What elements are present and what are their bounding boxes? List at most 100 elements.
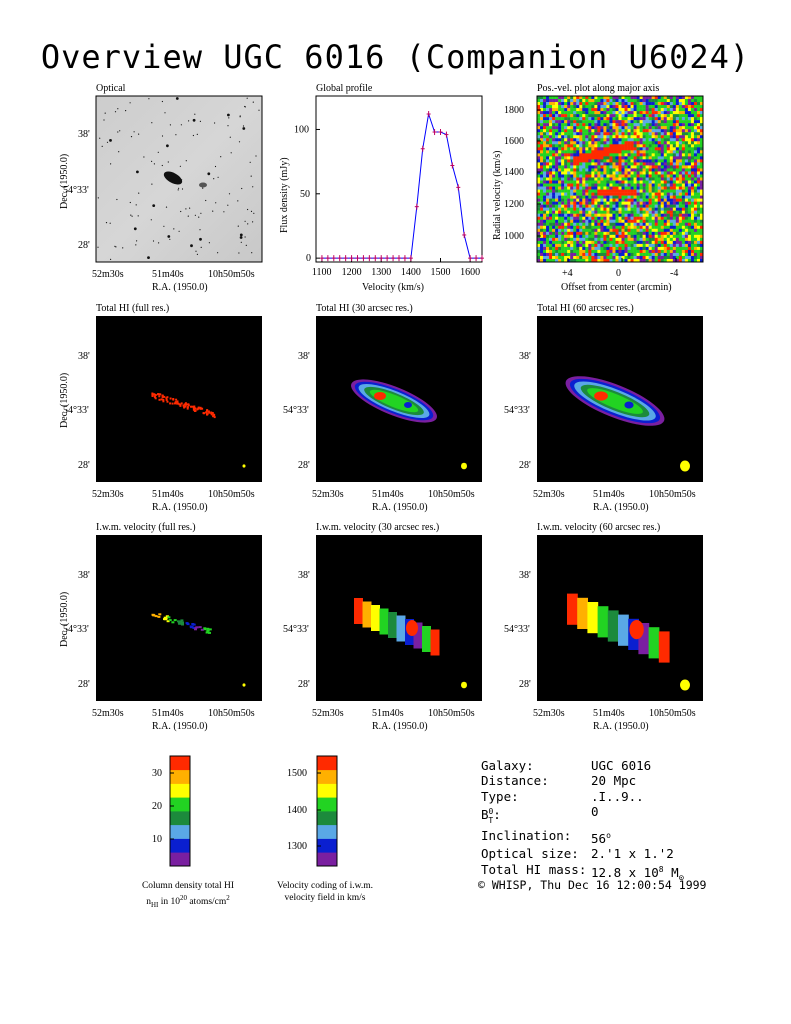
pv-cell xyxy=(681,240,686,245)
pv-cell xyxy=(594,201,598,205)
velocity-band xyxy=(648,627,660,659)
pv-cell xyxy=(660,105,664,109)
pv-cell xyxy=(576,231,580,236)
pv-cell xyxy=(612,258,616,263)
pv-cell xyxy=(597,252,601,257)
pv-cell xyxy=(633,150,637,154)
pv-cell xyxy=(633,174,637,178)
pv-cell xyxy=(588,171,592,175)
pv-cell xyxy=(609,225,613,229)
colorbar-swatch xyxy=(317,769,337,784)
optical-star xyxy=(255,155,257,157)
pv-cell xyxy=(579,111,583,115)
pv-cell xyxy=(588,258,592,263)
pv-cell xyxy=(582,219,586,223)
pv-cell xyxy=(600,135,604,139)
pv-cell xyxy=(615,258,619,263)
optical-star xyxy=(207,172,211,176)
pv-cell xyxy=(555,240,559,245)
pv-cell xyxy=(567,219,571,223)
pv-cell xyxy=(630,258,634,263)
pv-cell xyxy=(681,207,686,211)
pv-cell xyxy=(573,108,577,112)
pv-cell xyxy=(699,141,704,145)
pv-cell xyxy=(639,219,643,223)
colorbar-tick-label: 1400 xyxy=(287,805,307,816)
pv-cell xyxy=(606,117,610,121)
pv-cell xyxy=(615,165,619,169)
pv-cell xyxy=(588,207,592,211)
pv-cell xyxy=(648,228,652,233)
pv-cell xyxy=(585,135,589,139)
pv-cell xyxy=(591,153,595,157)
pv-cell xyxy=(636,240,640,245)
x-tick-label: 1600 xyxy=(460,267,480,278)
pv-cell xyxy=(588,120,592,124)
tick-label: 38' xyxy=(298,351,310,362)
pv-cell xyxy=(585,126,589,130)
pv-cell xyxy=(543,255,547,260)
pv-cell xyxy=(696,171,701,175)
pv-cell xyxy=(591,132,595,136)
pv-cell xyxy=(633,162,637,166)
pv-cell xyxy=(636,168,640,172)
pv-cell xyxy=(570,246,574,251)
pv-cell xyxy=(546,240,550,245)
pv-cell xyxy=(591,255,595,260)
hi-pixel xyxy=(203,412,205,415)
pv-cell xyxy=(603,150,607,154)
optical-star xyxy=(116,198,118,201)
pv-cell xyxy=(615,114,619,118)
pv-cell xyxy=(621,117,625,121)
pv-cell xyxy=(567,102,571,106)
pv-cell xyxy=(552,240,556,245)
pv-cell xyxy=(570,150,574,154)
pv-cell xyxy=(642,153,646,157)
pv-cell xyxy=(669,201,674,205)
pv-cell xyxy=(696,210,701,214)
pv-cell xyxy=(555,168,559,172)
pv-cell xyxy=(630,153,634,157)
pv-cell xyxy=(576,168,580,172)
pv-cell xyxy=(621,186,625,190)
pv-cell xyxy=(552,150,556,154)
pv-cell xyxy=(609,171,613,175)
pv-cell xyxy=(615,156,619,160)
optical-star xyxy=(163,225,165,227)
pv-cell xyxy=(690,234,695,239)
pv-cell xyxy=(543,198,547,202)
pv-cell xyxy=(558,177,562,181)
pv-cell xyxy=(675,210,680,214)
pv-cell xyxy=(573,168,577,172)
pv-cell xyxy=(657,99,661,103)
pv-cell xyxy=(558,180,562,184)
pv-cell xyxy=(597,120,601,124)
pv-cell xyxy=(630,120,634,124)
pv-cell xyxy=(663,201,667,205)
pv-cell xyxy=(576,159,580,163)
pv-cell xyxy=(603,165,607,169)
pv-cell xyxy=(624,231,628,236)
pv-cell xyxy=(657,129,661,133)
pv-cell xyxy=(558,123,562,127)
pv-cell xyxy=(654,168,658,172)
pv-cell xyxy=(675,213,680,217)
pv-cell xyxy=(603,126,607,130)
pv-cell xyxy=(543,150,547,154)
pv-cell xyxy=(585,138,589,142)
pv-cell xyxy=(579,153,583,157)
y-tick-label: 1800 xyxy=(504,105,524,116)
pv-cell xyxy=(552,126,556,130)
pv-cell xyxy=(558,135,562,139)
pv-cell xyxy=(672,210,677,214)
pv-cell xyxy=(621,195,625,199)
pv-cell xyxy=(657,153,661,157)
pv-cell xyxy=(630,237,634,242)
colorbar-swatch xyxy=(170,838,190,853)
pv-cell xyxy=(633,108,637,112)
pv-cell xyxy=(669,108,674,112)
pv-cell xyxy=(630,183,634,187)
pv-cell xyxy=(627,201,631,205)
pv-cell xyxy=(675,216,680,220)
optical-star xyxy=(161,100,163,103)
